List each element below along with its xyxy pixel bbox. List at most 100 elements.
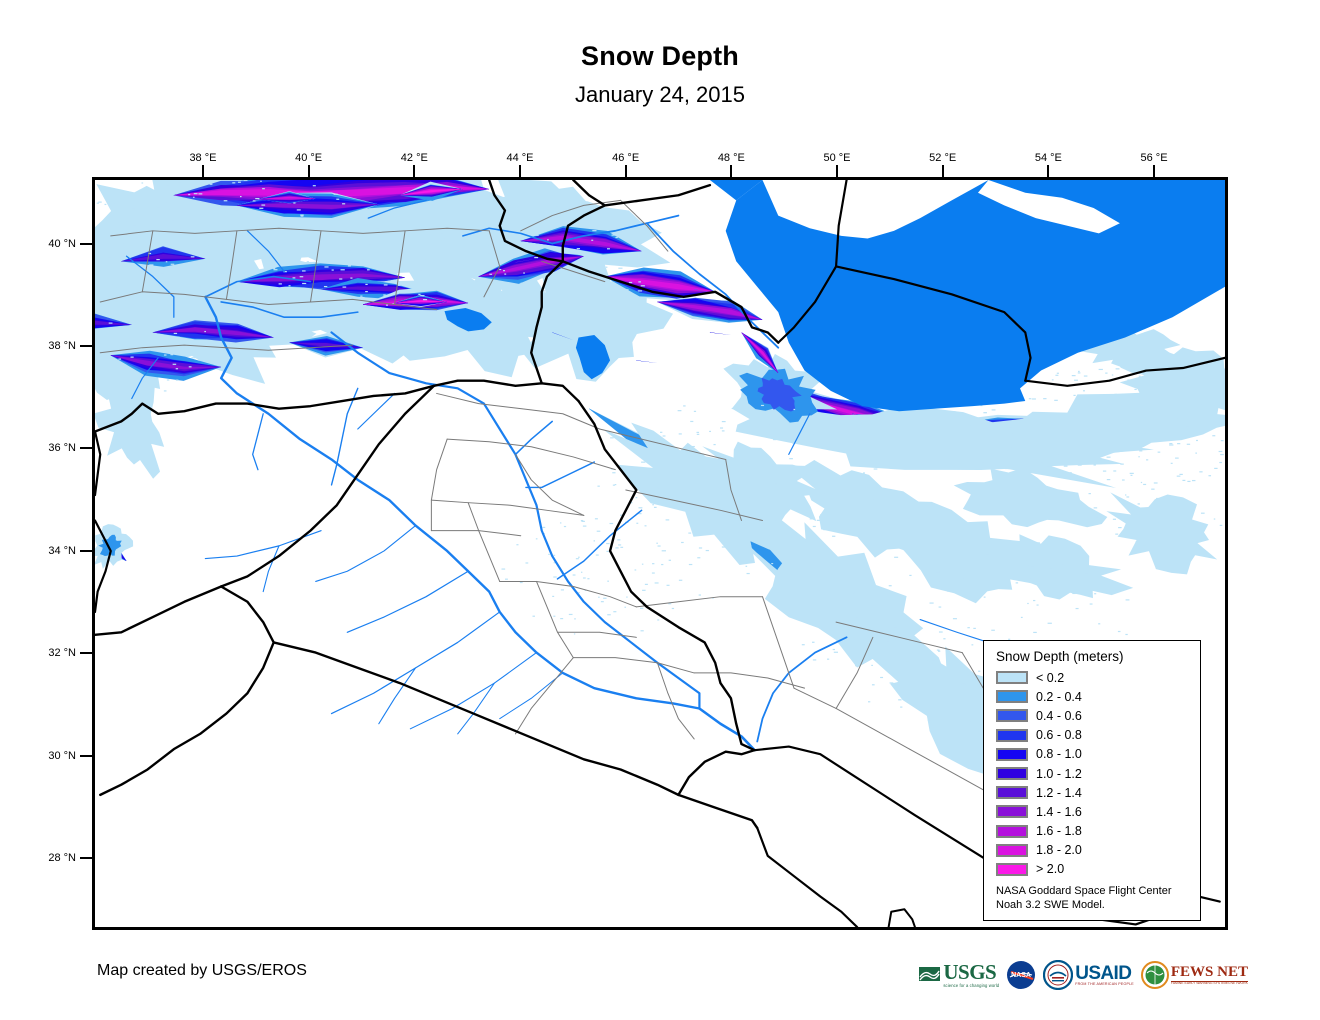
legend-row: 1.6 - 1.8 — [996, 822, 1190, 841]
legend-source: NASA Goddard Space Flight Center Noah 3.… — [996, 885, 1190, 913]
legend-swatch — [996, 805, 1028, 819]
lon-tick-label: 56 °E — [1140, 152, 1168, 164]
legend-row: 1.2 - 1.4 — [996, 783, 1190, 802]
legend-label: 0.4 - 0.6 — [1036, 708, 1082, 723]
lat-tick — [80, 345, 92, 348]
lon-tick-label: 44 °E — [506, 152, 534, 164]
svg-text:NASA: NASA — [1011, 972, 1031, 979]
legend-swatch — [996, 728, 1028, 742]
lon-tick-label: 40 °E — [295, 152, 323, 164]
lat-tick-label: 34 °N — [48, 544, 76, 557]
snow-layer — [95, 180, 1225, 836]
legend-label: 0.8 - 1.0 — [1036, 747, 1082, 762]
admin-boundaries-layer — [99, 199, 1168, 811]
lon-tick-label: 42 °E — [400, 152, 428, 164]
legend-row: 0.4 - 0.6 — [996, 706, 1190, 725]
title-block: Snow Depth January 24, 2015 — [0, 40, 1320, 109]
map-credit: Map created by USGS/EROS — [97, 962, 307, 979]
legend-label: 1.6 - 1.8 — [1036, 824, 1082, 839]
legend-label: 1.2 - 1.4 — [1036, 785, 1082, 800]
lat-tick-label: 30 °N — [48, 749, 76, 762]
legend-row: 0.6 - 0.8 — [996, 726, 1190, 745]
lon-tick — [518, 165, 521, 177]
lon-tick — [307, 165, 310, 177]
legend-row: 1.4 - 1.6 — [996, 802, 1190, 821]
legend-swatch — [996, 786, 1028, 800]
legend-label: 1.8 - 2.0 — [1036, 843, 1082, 858]
lat-tick — [80, 549, 92, 552]
legend-rows: < 0.2 0.2 - 0.4 0.4 - 0.6 0.6 - 0.8 0.8 - 1.… — [996, 668, 1190, 879]
legend-row: 1.0 - 1.2 — [996, 764, 1190, 783]
legend-swatch — [996, 824, 1028, 838]
legend-label: 1.0 - 1.2 — [1036, 766, 1082, 781]
legend-row: > 2.0 — [996, 860, 1190, 879]
snow-depth-raster — [95, 180, 1225, 927]
legend-swatch — [996, 843, 1028, 857]
lon-tick-label: 52 °E — [929, 152, 957, 164]
fewsnet-globe-icon — [1140, 961, 1169, 989]
lat-tick-label: 40 °N — [48, 237, 76, 250]
lat-tick-label: 38 °N — [48, 340, 76, 353]
legend-source-line2: Noah 3.2 SWE Model. — [996, 898, 1105, 911]
lat-tick-label: 32 °N — [48, 647, 76, 660]
page-title: Snow Depth — [581, 41, 739, 71]
logo-strip: USGS science for a changing world NASA U… — [919, 955, 1248, 995]
lat-tick — [80, 754, 92, 757]
lon-tick-label: 48 °E — [717, 152, 745, 164]
country-boundaries-layer — [95, 180, 1225, 927]
lat-tick — [80, 242, 92, 245]
lon-tick — [624, 165, 627, 177]
legend-row: 1.8 - 2.0 — [996, 841, 1190, 860]
usgs-logo-tagline: science for a changing world — [943, 982, 1000, 988]
legend-swatch — [996, 709, 1028, 723]
page-subtitle: January 24, 2015 — [574, 82, 746, 108]
legend-swatch — [996, 862, 1028, 876]
lat-tick — [80, 447, 92, 450]
usaid-logo-tagline: FROM THE AMERICAN PEOPLE — [1075, 981, 1134, 986]
legend-panel: Snow Depth (meters) < 0.2 0.2 - 0.4 0.4 - … — [983, 640, 1201, 921]
legend-title: Snow Depth (meters) — [996, 649, 1124, 664]
legend-row: < 0.2 — [996, 668, 1190, 687]
lat-tick-label: 36 °N — [48, 442, 76, 455]
legend-swatch — [996, 747, 1028, 761]
legend-swatch — [996, 767, 1028, 781]
lon-tick-label: 50 °E — [823, 152, 851, 164]
usaid-logo-text: USAID — [1075, 962, 1132, 984]
nasa-logo: NASA — [1006, 959, 1036, 991]
lon-tick — [941, 165, 944, 177]
legend-row: 0.8 - 1.0 — [996, 745, 1190, 764]
legend-label: > 2.0 — [1036, 862, 1065, 877]
usgs-logo-text: USGS — [943, 959, 997, 984]
nasa-meatball-icon: NASA — [1007, 961, 1036, 989]
rivers-layer — [125, 199, 990, 752]
lon-tick — [1047, 165, 1050, 177]
lat-tick — [80, 652, 92, 655]
legend-label: 0.2 - 0.4 — [1036, 689, 1082, 704]
legend-label: < 0.2 — [1036, 670, 1065, 685]
legend-label: 1.4 - 1.6 — [1036, 804, 1082, 819]
usaid-logo: USAID FROM THE AMERICAN PEOPLE — [1043, 959, 1134, 991]
legend-swatch — [996, 690, 1028, 704]
lon-tick-label: 38 °E — [189, 152, 217, 164]
lon-tick — [1153, 165, 1156, 177]
usaid-seal-icon — [1043, 960, 1074, 990]
lat-tick-label: 28 °N — [48, 852, 76, 865]
fewsnet-logo-tagline: FAMINE EARLY WARNING SYSTEMS NETWORK — [1170, 980, 1248, 986]
legend-source-line1: NASA Goddard Space Flight Center — [996, 885, 1172, 898]
lon-tick — [201, 165, 204, 177]
fewsnet-logo-text: FEWS NET — [1170, 963, 1248, 980]
lon-tick — [836, 165, 838, 177]
legend-row: 0.2 - 0.4 — [996, 687, 1190, 706]
lat-tick — [80, 857, 92, 860]
map-frame[interactable] — [92, 177, 1228, 930]
lon-tick-label: 46 °E — [612, 152, 640, 164]
water-layer — [444, 180, 1225, 927]
usgs-logo: USGS science for a changing world — [919, 959, 999, 991]
lon-tick — [730, 165, 733, 177]
lon-tick-label: 54 °E — [1034, 152, 1062, 164]
usgs-mark-icon — [919, 967, 941, 981]
legend-label: 0.6 - 0.8 — [1036, 728, 1082, 743]
fewsnet-logo: FEWS NET FAMINE EARLY WARNING SYSTEMS NE… — [1140, 959, 1248, 991]
legend-swatch — [996, 671, 1028, 685]
lon-tick — [413, 165, 416, 177]
